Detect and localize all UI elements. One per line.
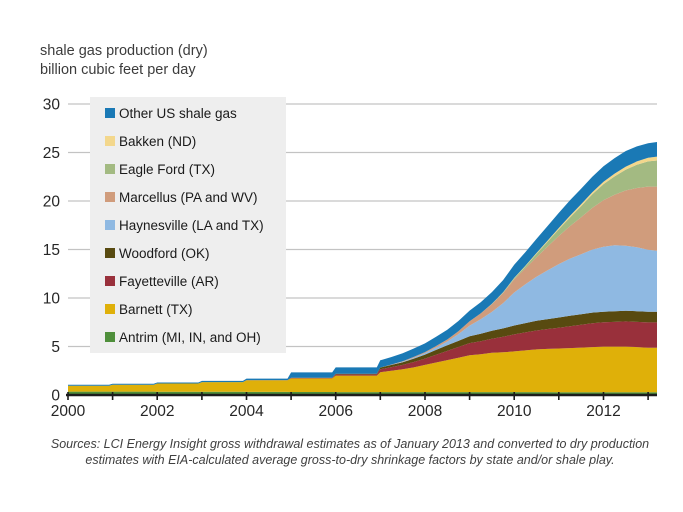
y-tick-label-10: 10 [43, 291, 61, 308]
x-tick-label-2002: 2002 [140, 403, 174, 420]
legend-label-barnett-tx: Barnett (TX) [119, 301, 193, 317]
legend-swatch-other-us-shale-gas [105, 108, 115, 118]
x-tick-label-2006: 2006 [318, 403, 352, 420]
legend-item-haynesville-la-and-tx: Haynesville (LA and TX) [90, 218, 286, 233]
legend-swatch-bakken-nd [105, 136, 115, 146]
legend-label-woodford-ok: Woodford (OK) [119, 245, 210, 261]
legend-item-woodford-ok: Woodford (OK) [90, 246, 286, 261]
chart-title-line2: billion cubic feet per day [40, 62, 196, 78]
area-woodford-ok [68, 310, 657, 386]
legend-label-haynesville-la-and-tx: Haynesville (LA and TX) [119, 217, 264, 233]
y-tick-label-20: 20 [43, 194, 61, 211]
legend-label-other-us-shale-gas: Other US shale gas [119, 105, 237, 121]
legend-item-fayetteville-ar: Fayetteville (AR) [90, 274, 286, 289]
area-marcellus-pa-and-wv [68, 186, 657, 386]
legend-item-other-us-shale-gas: Other US shale gas [90, 106, 286, 121]
source-line1: Sources: LCI Energy Insight gross withdr… [50, 437, 650, 451]
legend-swatch-eagle-ford-tx [105, 164, 115, 174]
legend-label-antrim-mi-in-and-oh: Antrim (MI, IN, and OH) [119, 329, 261, 345]
x-tick-label-2004: 2004 [229, 403, 264, 420]
legend-swatch-antrim-mi-in-and-oh [105, 332, 115, 342]
legend-item-antrim-mi-in-and-oh: Antrim (MI, IN, and OH) [90, 330, 286, 345]
legend-swatch-woodford-ok [105, 248, 115, 258]
legend-label-fayetteville-ar: Fayetteville (AR) [119, 273, 219, 289]
legend-item-barnett-tx: Barnett (TX) [90, 302, 286, 317]
x-tick-label-2010: 2010 [497, 403, 532, 420]
chart-title-line1: shale gas production (dry) [40, 43, 208, 59]
x-tick-label-2012: 2012 [586, 403, 620, 420]
y-tick-label-15: 15 [43, 242, 60, 259]
y-tick-label-5: 5 [51, 339, 60, 356]
area-fayetteville-ar [68, 321, 657, 386]
chart-title: shale gas production (dry) billion cubic… [40, 42, 208, 80]
legend-item-eagle-ford-tx: Eagle Ford (TX) [90, 162, 286, 177]
y-tick-label-25: 25 [43, 145, 60, 162]
legend: Other US shale gas Bakken (ND) Eagle Ford … [90, 97, 286, 353]
legend-label-bakken-nd: Bakken (ND) [119, 133, 197, 149]
y-tick-label-30: 30 [43, 97, 61, 114]
source-note: Sources: LCI Energy Insight gross withdr… [40, 437, 660, 468]
legend-swatch-fayetteville-ar [105, 276, 115, 286]
legend-swatch-haynesville-la-and-tx [105, 220, 115, 230]
legend-item-marcellus-pa-and-wv: Marcellus (PA and WV) [90, 190, 286, 205]
area-barnett-tx [68, 346, 657, 393]
source-line2: estimates with EIA-calculated average gr… [85, 452, 615, 467]
area-haynesville-la-and-tx [68, 245, 657, 386]
legend-label-eagle-ford-tx: Eagle Ford (TX) [119, 161, 216, 177]
x-tick-label-2000: 2000 [51, 403, 86, 420]
x-tick-label-2008: 2008 [408, 403, 442, 420]
legend-swatch-marcellus-pa-and-wv [105, 192, 115, 202]
legend-label-marcellus-pa-and-wv: Marcellus (PA and WV) [119, 189, 258, 205]
legend-swatch-barnett-tx [105, 304, 115, 314]
legend-item-bakken-nd: Bakken (ND) [90, 134, 286, 149]
y-tick-label-0: 0 [51, 388, 60, 405]
